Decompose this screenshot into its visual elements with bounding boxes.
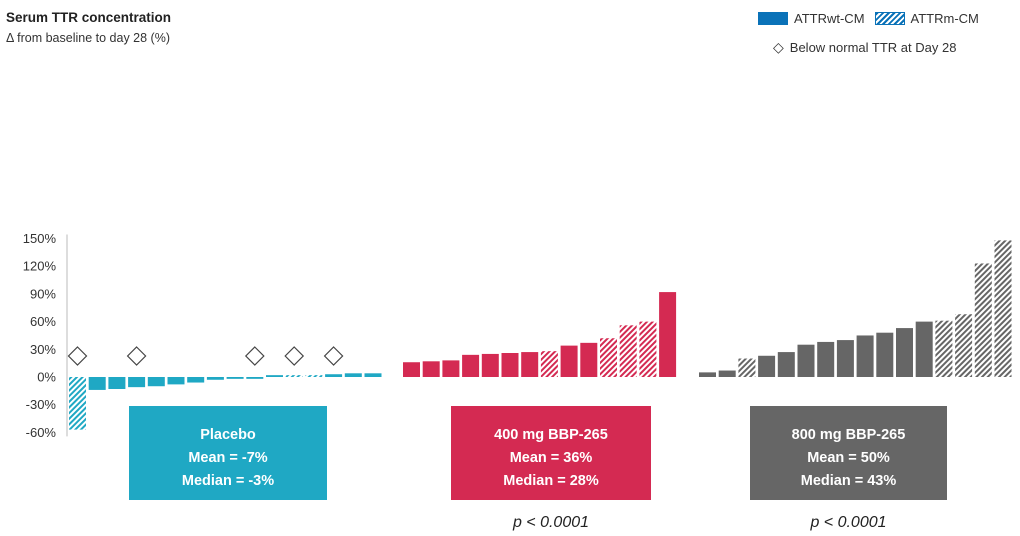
legend: ATTRwt-CM ATTRm-CM xyxy=(758,11,985,26)
bar xyxy=(955,314,973,377)
summary-box-text: Placebo xyxy=(200,427,256,443)
bar xyxy=(738,358,756,377)
summary-box-text: 400 mg BBP-265 xyxy=(494,427,608,443)
legend-m-swatch xyxy=(874,12,905,25)
bar xyxy=(147,377,165,387)
below-normal-diamond xyxy=(244,346,265,366)
bar xyxy=(128,377,146,388)
bar xyxy=(521,352,539,377)
summary-box xyxy=(129,406,327,500)
summary-box-text: Median = 28% xyxy=(503,473,599,489)
summary-box-text: Mean = -7% xyxy=(188,450,267,466)
below-normal-diamond xyxy=(323,346,344,366)
bar xyxy=(797,344,815,377)
bar xyxy=(364,373,382,377)
y-tick-label: 60% xyxy=(30,314,56,329)
bar xyxy=(481,353,499,377)
bar xyxy=(699,372,716,377)
bar xyxy=(876,332,894,377)
bar xyxy=(639,321,657,377)
bar xyxy=(422,361,440,377)
bar xyxy=(758,355,776,377)
diamond-icon: ◇ xyxy=(773,39,784,55)
chart-title: Serum TTR concentration xyxy=(6,10,172,25)
bar xyxy=(285,375,303,377)
bar xyxy=(403,362,420,377)
bar xyxy=(580,342,598,377)
bar xyxy=(915,321,933,377)
bar xyxy=(817,341,835,377)
bar xyxy=(69,377,86,430)
y-axis: -60% -30% 0% 30% 60% 90% 120% 150% xyxy=(23,231,68,440)
bar xyxy=(305,375,323,377)
below-normal-diamond xyxy=(126,346,147,366)
bar xyxy=(266,375,283,377)
bar xyxy=(540,351,558,377)
chart-subtitle: Δ from baseline to day 28 (%) xyxy=(6,31,170,45)
p-value-label: p < 0.0001 xyxy=(809,514,886,531)
bar xyxy=(600,338,617,377)
bar xyxy=(167,377,185,385)
legend-m-label: ATTRm-CM xyxy=(910,11,979,26)
summary-box-text: Mean = 36% xyxy=(510,450,593,466)
bar xyxy=(994,240,1012,377)
below-normal-markers xyxy=(67,346,344,366)
y-tick-label: 90% xyxy=(30,286,56,301)
y-tick-label: 0% xyxy=(37,370,56,385)
bar xyxy=(777,352,795,377)
bar xyxy=(856,335,874,377)
summary-box-text: Mean = 50% xyxy=(807,450,890,466)
bar xyxy=(344,373,362,377)
p-value-label: p < 0.0001 xyxy=(512,514,589,531)
y-tick-label: 30% xyxy=(30,342,56,357)
y-tick-label: -30% xyxy=(26,397,57,412)
legend-wt-label: ATTRwt-CM xyxy=(794,11,865,26)
below-normal-diamond xyxy=(67,346,88,366)
bar xyxy=(246,377,264,379)
bar xyxy=(108,377,126,389)
y-tick-label: 120% xyxy=(23,259,57,274)
bar xyxy=(896,328,913,377)
summary-box-text: Median = -3% xyxy=(182,473,274,489)
bar xyxy=(560,345,578,377)
bar xyxy=(935,320,953,377)
bar xyxy=(187,377,205,383)
y-tick-label: -60% xyxy=(26,425,57,440)
legend-below-label: Below normal TTR at Day 28 xyxy=(789,40,957,55)
bar xyxy=(974,263,992,377)
summary-box-text: 800 mg BBP-265 xyxy=(792,427,906,443)
bar xyxy=(659,292,677,377)
bars xyxy=(69,240,1012,430)
bar xyxy=(836,340,854,377)
bar xyxy=(718,370,736,377)
bar xyxy=(619,325,637,377)
y-tick-label: 150% xyxy=(23,231,57,246)
bar xyxy=(462,354,480,377)
bar xyxy=(325,374,343,377)
bar xyxy=(501,353,519,377)
summary-box xyxy=(451,406,651,500)
bar xyxy=(88,377,106,390)
summary-box xyxy=(750,406,947,500)
below-normal-diamond xyxy=(284,346,305,366)
summary-boxes: Placebo Mean = -7% Median = -3% 400 mg BBP-… xyxy=(129,406,947,531)
bar xyxy=(442,360,460,377)
bar xyxy=(226,377,244,379)
bar xyxy=(206,377,224,380)
legend-below-normal: ◇ Below normal TTR at Day 28 xyxy=(773,39,962,56)
legend-wt-swatch xyxy=(758,12,788,25)
summary-box-text: Median = 43% xyxy=(801,473,897,489)
